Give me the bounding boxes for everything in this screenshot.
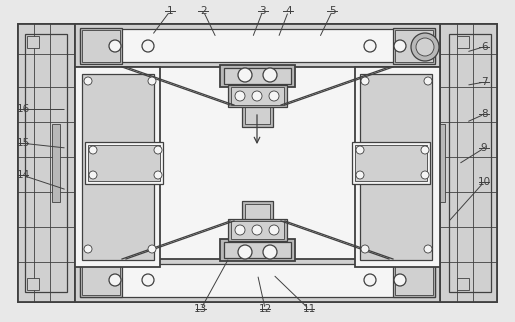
Bar [27,278,39,290]
Bar [395,30,433,62]
Text: 15: 15 [16,138,30,148]
Circle shape [421,146,429,154]
Circle shape [84,77,92,85]
Circle shape [109,40,121,52]
Bar [224,68,291,84]
Bar [27,36,39,48]
Circle shape [154,171,162,179]
Bar [393,28,435,64]
Circle shape [424,77,432,85]
Bar [352,142,430,184]
Circle shape [421,171,429,179]
Bar [242,201,273,259]
Text: 14: 14 [16,170,30,181]
Bar [360,74,432,260]
Bar [245,72,270,124]
Circle shape [416,38,434,56]
Circle shape [154,146,162,154]
Bar [85,142,163,184]
Circle shape [269,225,279,235]
Bar [228,85,287,107]
Bar [355,145,427,181]
Bar [75,24,440,67]
Text: 6: 6 [481,42,487,52]
Text: 11: 11 [302,304,316,314]
Bar [88,145,160,181]
Bar [224,242,291,258]
Text: 8: 8 [481,109,487,119]
Circle shape [238,68,252,82]
Bar [395,263,433,295]
Bar [18,24,497,302]
Circle shape [263,245,277,259]
Text: 5: 5 [329,6,335,16]
Circle shape [263,68,277,82]
Circle shape [252,91,262,101]
Circle shape [89,146,97,154]
Bar [18,24,75,302]
Circle shape [361,245,369,253]
Circle shape [142,274,154,286]
Text: 2: 2 [200,6,207,16]
Bar [80,261,122,297]
Text: 1: 1 [167,6,173,16]
Circle shape [238,245,252,259]
Text: 13: 13 [194,304,208,314]
Circle shape [361,77,369,85]
Bar [82,263,120,295]
Text: 16: 16 [16,104,30,115]
Circle shape [235,91,245,101]
Bar [449,34,491,292]
Circle shape [84,245,92,253]
Bar [440,24,497,302]
Circle shape [235,225,245,235]
Bar [75,67,160,267]
Circle shape [364,40,376,52]
Bar [242,69,273,127]
Bar [82,74,154,260]
Bar [228,219,287,241]
Text: 3: 3 [260,6,266,16]
Bar [457,36,469,48]
Bar [80,28,122,64]
Circle shape [356,171,364,179]
Bar [457,278,469,290]
Bar [82,30,120,62]
Bar [75,259,440,302]
Bar [231,87,284,105]
Bar [220,65,295,87]
Bar [245,204,270,256]
Circle shape [252,225,262,235]
Circle shape [89,171,97,179]
Circle shape [142,40,154,52]
Circle shape [356,146,364,154]
Circle shape [424,245,432,253]
Bar [231,221,284,239]
Circle shape [269,91,279,101]
Text: 9: 9 [481,143,487,153]
Bar [220,239,295,261]
Text: 12: 12 [259,304,272,314]
Bar [393,261,435,297]
Circle shape [109,274,121,286]
Bar [80,29,435,62]
Circle shape [148,245,156,253]
Bar [25,34,67,292]
Bar [437,124,445,202]
Bar [52,124,60,202]
Text: 4: 4 [285,6,291,16]
Circle shape [411,33,439,61]
Bar [80,264,435,297]
Bar [355,67,440,267]
Circle shape [364,274,376,286]
Circle shape [394,274,406,286]
Circle shape [394,40,406,52]
Text: 10: 10 [477,177,491,187]
Text: 7: 7 [481,77,487,87]
Circle shape [148,77,156,85]
